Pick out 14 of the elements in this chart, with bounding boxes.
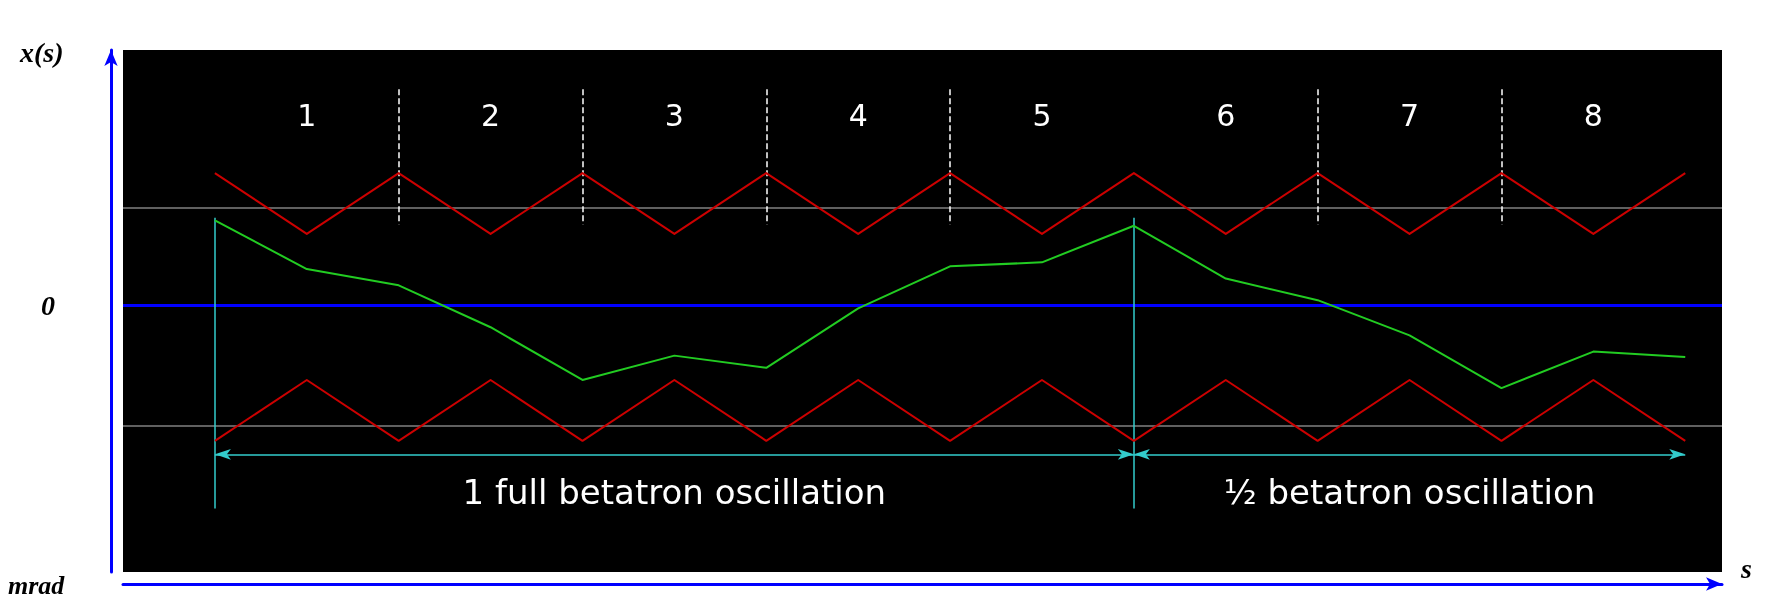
y-axis-title: x(s) bbox=[19, 36, 64, 68]
text: 0 bbox=[41, 290, 55, 322]
x-tick-label: 8 bbox=[1583, 97, 1603, 133]
x-tick-label: 4 bbox=[848, 97, 868, 133]
x-tick-label: 7 bbox=[1400, 97, 1420, 133]
text: mrad bbox=[8, 570, 66, 600]
x-tick-label: 1 bbox=[297, 97, 317, 133]
text: 1 full betatron oscillation bbox=[462, 472, 887, 513]
x-tick-label: 5 bbox=[1032, 97, 1052, 133]
x-axis-title: s bbox=[1740, 552, 1753, 584]
x-tick-label: 3 bbox=[664, 97, 684, 133]
x-tick-label: 6 bbox=[1216, 97, 1236, 133]
text: ½ betatron oscillation bbox=[1223, 472, 1596, 513]
x-tick-label: 2 bbox=[481, 97, 501, 133]
